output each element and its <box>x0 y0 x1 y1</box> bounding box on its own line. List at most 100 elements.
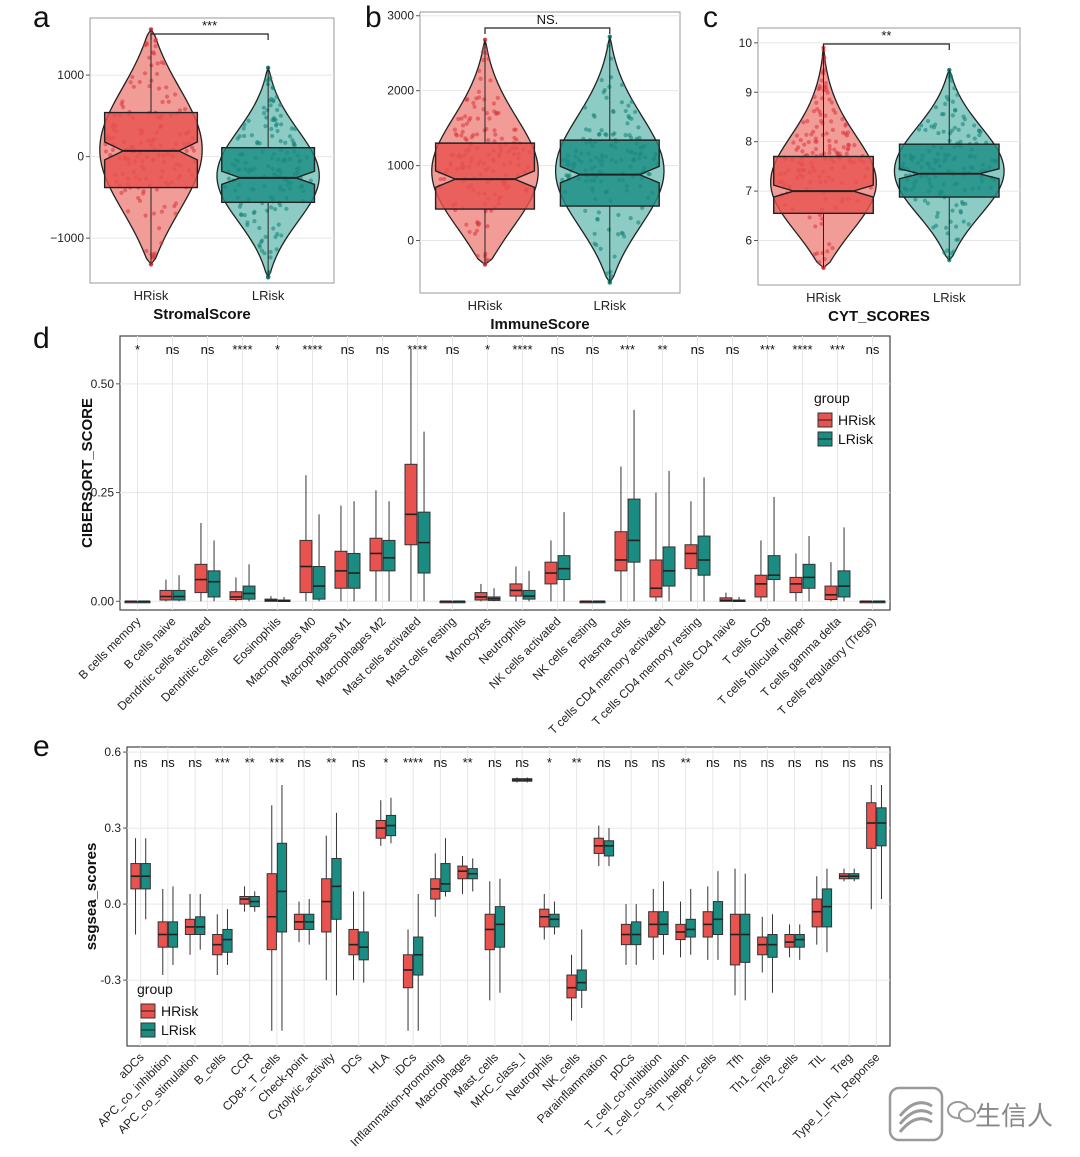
data-point <box>492 139 497 144</box>
data-point <box>616 212 621 218</box>
data-point <box>961 219 966 224</box>
box-LRisk <box>876 807 887 847</box>
data-point <box>237 204 243 209</box>
y-tick-label: 7 <box>745 184 752 198</box>
data-point <box>177 108 183 113</box>
panel-letter: a <box>33 1 50 34</box>
data-point <box>272 207 278 212</box>
data-point <box>261 105 266 110</box>
data-point <box>923 127 928 133</box>
data-point <box>925 201 931 206</box>
data-point <box>958 209 963 214</box>
significance-label: ns <box>551 342 565 357</box>
panel-letter: c <box>703 1 718 34</box>
data-point <box>269 205 274 210</box>
data-point <box>123 188 128 193</box>
data-point <box>156 86 162 91</box>
data-point <box>471 132 476 138</box>
box-HRisk <box>369 537 383 572</box>
box-HRisk <box>539 908 550 928</box>
data-point <box>952 108 958 113</box>
box-LRisk <box>767 555 781 581</box>
data-point <box>155 61 160 66</box>
y-tick-label: 0.3 <box>104 821 121 835</box>
box-HRisk <box>348 928 359 956</box>
box-LRisk <box>549 913 560 928</box>
data-point <box>830 245 835 251</box>
y-tick-label: 0.25 <box>91 486 115 500</box>
data-point <box>162 204 167 209</box>
data-point <box>514 137 519 142</box>
data-point <box>599 77 604 83</box>
box-LRisk <box>358 931 369 961</box>
box-LRisk <box>331 857 342 920</box>
box-LRisk <box>603 840 615 857</box>
x-tick-label: DCs <box>338 1050 364 1076</box>
data-point <box>150 255 156 260</box>
data-point <box>800 149 805 154</box>
data-point <box>636 125 641 130</box>
significance-label: ns <box>788 755 802 770</box>
data-point <box>646 171 651 176</box>
box-LRisk <box>522 589 536 600</box>
significance-label: ** <box>463 755 473 770</box>
box-HRisk <box>649 559 663 598</box>
significance-label: **** <box>792 342 812 357</box>
significance-label: ns <box>188 755 202 770</box>
data-point <box>119 102 124 107</box>
data-point <box>141 189 146 194</box>
data-point <box>491 101 497 106</box>
data-point <box>810 150 815 155</box>
box-HRisk <box>684 544 698 570</box>
data-point <box>268 249 273 255</box>
significance-label: **** <box>407 342 427 357</box>
significance-label: ns <box>726 342 740 357</box>
significance-label: ns <box>134 755 148 770</box>
legend-title: group <box>814 390 850 406</box>
data-point <box>156 226 162 231</box>
data-point <box>601 90 606 95</box>
data-point <box>956 127 961 132</box>
data-point <box>279 233 284 238</box>
data-point <box>274 94 279 99</box>
data-point <box>164 94 170 99</box>
data-point <box>460 123 466 128</box>
data-point <box>263 234 268 239</box>
data-point <box>942 250 947 255</box>
data-point <box>438 177 443 182</box>
box-LRisk <box>712 901 724 936</box>
data-point <box>153 44 158 49</box>
data-point <box>817 84 822 89</box>
data-point <box>283 140 288 145</box>
significance-label: **** <box>512 342 532 357</box>
significance-label: * <box>275 342 280 357</box>
data-point <box>954 203 959 208</box>
data-point <box>612 131 617 136</box>
significance-label: *** <box>269 755 284 770</box>
data-point <box>822 151 827 156</box>
box-HRisk <box>229 591 243 601</box>
data-point <box>245 220 250 225</box>
data-point <box>137 79 142 85</box>
data-point <box>852 142 857 148</box>
data-point <box>817 109 822 114</box>
data-point <box>815 251 820 256</box>
x-axis-title: StromalScore <box>153 306 251 323</box>
data-point <box>494 111 499 116</box>
data-point <box>966 222 971 227</box>
significance-bracket <box>484 27 611 34</box>
box-LRisk <box>767 934 778 958</box>
panel-letter: e <box>33 730 50 763</box>
data-point <box>599 128 604 133</box>
data-point <box>809 132 814 137</box>
notched-box-LRisk <box>559 139 660 207</box>
data-point <box>478 76 483 81</box>
significance-label: ns <box>161 755 175 770</box>
legend-label-HRisk: HRisk <box>161 1003 199 1019</box>
x-tick-label: Tfh <box>724 1050 746 1072</box>
data-point <box>270 133 275 139</box>
data-point <box>946 97 951 102</box>
data-point <box>278 102 283 108</box>
data-point <box>936 131 941 136</box>
box-HRisk <box>404 463 418 546</box>
